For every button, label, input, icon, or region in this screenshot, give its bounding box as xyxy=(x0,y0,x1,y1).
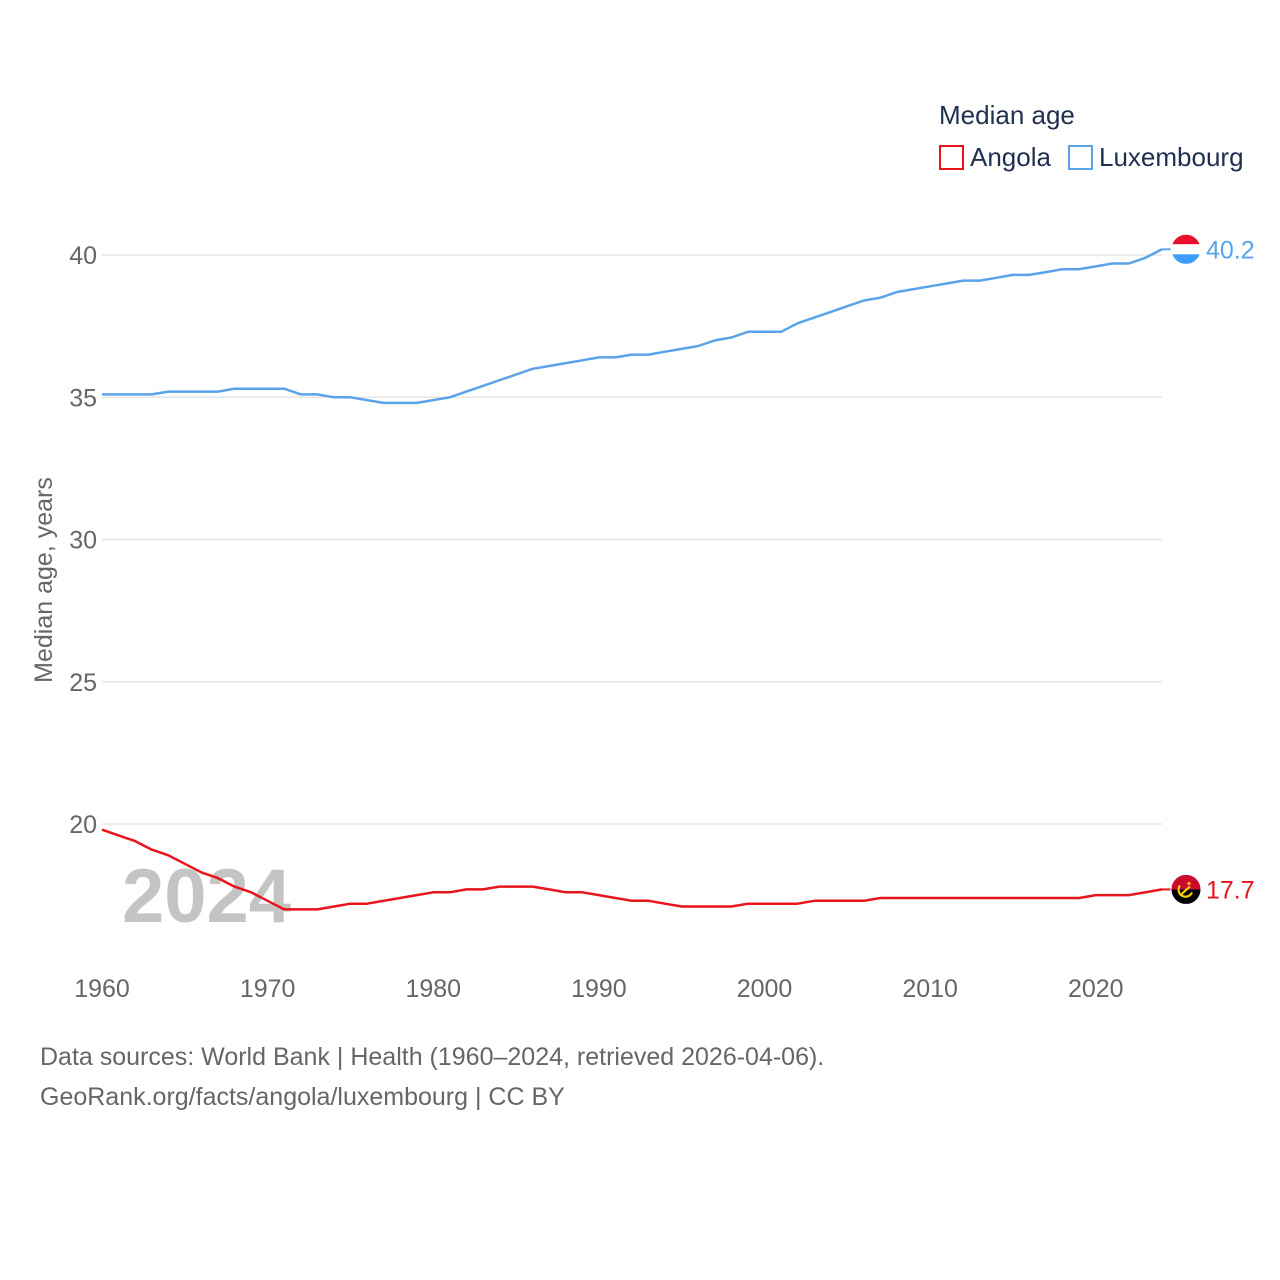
series-line-angola[interactable] xyxy=(101,828,1163,911)
legend-swatch-angola[interactable] xyxy=(939,145,964,170)
legend-title: Median age xyxy=(939,100,1075,130)
x-tick-label-1970: 1970 xyxy=(240,975,296,1003)
y-axis-label: Median age, years xyxy=(30,477,58,683)
x-tick-label-2000: 2000 xyxy=(737,975,793,1003)
x-tick-label-1960: 1960 xyxy=(74,975,130,1003)
legend-label-angola[interactable]: Angola xyxy=(970,142,1051,172)
legend: Median age Angola Luxembourg xyxy=(939,100,1244,172)
data-source-text: Data sources: World Bank | Health (1960–… xyxy=(40,1043,825,1071)
y-tick-label-35: 35 xyxy=(69,384,97,412)
y-tick-label-30: 30 xyxy=(69,527,97,555)
y-tick-label-25: 25 xyxy=(69,669,97,697)
year-watermark: 2024 xyxy=(122,854,291,939)
end-value-label-luxembourg: 40.2 xyxy=(1206,236,1255,264)
y-tick-label-40: 40 xyxy=(69,242,97,270)
y-tick-label-20: 20 xyxy=(69,811,97,839)
legend-label-luxembourg[interactable]: Luxembourg xyxy=(1099,142,1244,172)
x-tick-label-2020: 2020 xyxy=(1068,975,1124,1003)
x-tick-label-2010: 2010 xyxy=(902,975,958,1003)
y-axis-ticks: 20 25 30 35 40 xyxy=(69,242,97,839)
angola-flag-icon xyxy=(1170,873,1202,905)
end-value-label-angola: 17.7 xyxy=(1206,876,1255,904)
luxembourg-flag-icon xyxy=(1170,233,1202,265)
x-tick-label-1990: 1990 xyxy=(571,975,627,1003)
end-labels: 17.7 40.2 xyxy=(1162,233,1255,905)
gridlines xyxy=(102,254,1162,825)
x-axis-ticks: 1960 1970 1980 1990 2000 2010 2020 xyxy=(74,975,1123,1003)
source-url-text: GeoRank.org/facts/angola/luxembourg | CC… xyxy=(40,1083,565,1111)
series-line-luxembourg[interactable] xyxy=(102,248,1163,405)
x-tick-label-1980: 1980 xyxy=(405,975,461,1003)
legend-swatch-luxembourg[interactable] xyxy=(1068,145,1093,170)
series-lines xyxy=(101,248,1163,911)
